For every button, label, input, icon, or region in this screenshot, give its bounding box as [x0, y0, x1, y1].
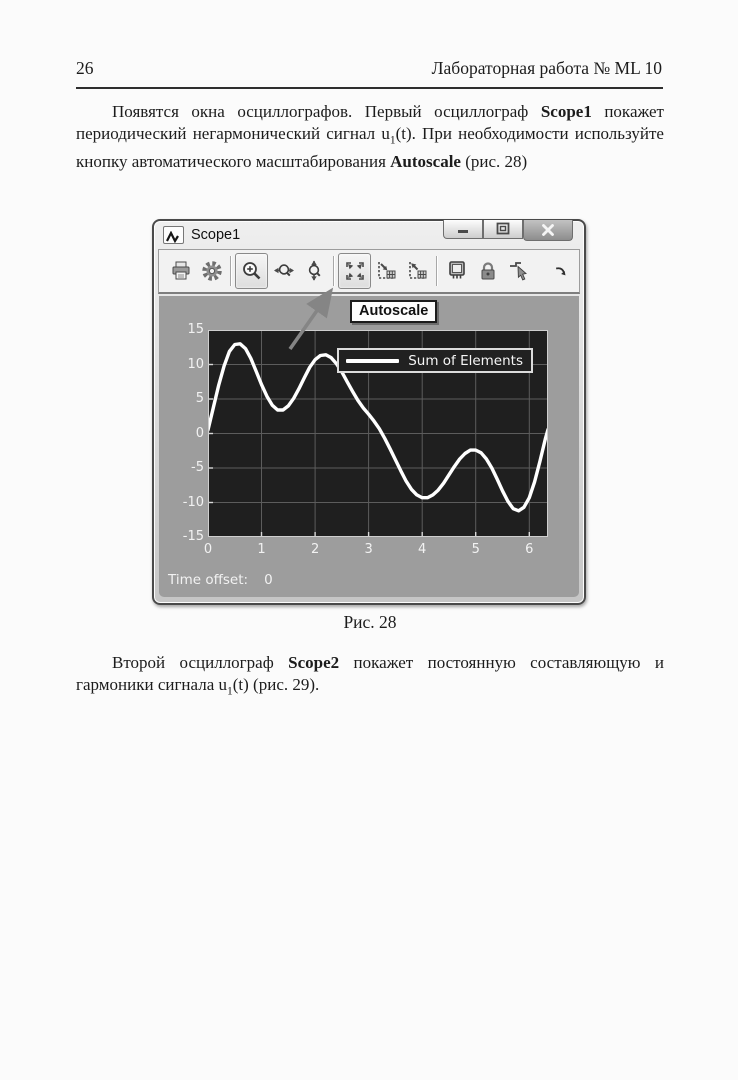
y-tick-label: 0 — [195, 425, 204, 441]
paragraph-intro: Появятся окна осциллографов. Первый осци… — [76, 101, 664, 173]
autoscale-tooltip: Autoscale — [350, 300, 438, 323]
page-header: 26 Лабораторная работа № ML 10 — [76, 58, 662, 82]
text-run: покажет периодический негармонический си… — [76, 102, 664, 143]
text-run: Второй осциллограф — [112, 653, 289, 672]
x-tick-label: 6 — [525, 542, 534, 557]
time-offset-value: 0 — [264, 572, 273, 588]
parameters-button[interactable] — [196, 254, 227, 288]
zoom-icon — [242, 262, 260, 280]
time-offset-label: Time offset: — [168, 572, 249, 588]
lock-button[interactable] — [472, 254, 503, 288]
time-offset-status: Time offset: 0 — [168, 572, 273, 588]
close-icon — [542, 224, 554, 236]
autoscale-icon — [345, 262, 364, 280]
x-tick-label: 2 — [310, 542, 320, 557]
bold-text: Scope2 — [288, 653, 340, 672]
print-icon — [172, 261, 189, 280]
lock-icon — [481, 262, 494, 280]
toolbar-separator — [230, 256, 232, 286]
signal-selector-icon — [509, 262, 527, 281]
signal-trace — [208, 342, 548, 513]
window-controls — [443, 220, 573, 241]
subscript-text: 1 — [227, 685, 233, 698]
minimize-icon — [458, 230, 468, 233]
y-tick-label: 10 — [187, 356, 204, 372]
maximize-button[interactable] — [483, 220, 523, 239]
scope-window: Scope1 Sum of Elements — [152, 219, 586, 605]
y-tick-label: 15 — [187, 322, 204, 337]
text-run: Появятся окна осциллографов. Первый осци… — [112, 102, 541, 121]
bold-text: Scope1 — [540, 102, 592, 121]
y-tick-label: 5 — [195, 391, 204, 406]
zoom-x-button[interactable] — [268, 254, 299, 288]
save-axes-icon — [377, 262, 395, 279]
toolbar-separator — [333, 256, 335, 286]
legend-line-sample — [346, 358, 400, 363]
maximize-icon — [496, 222, 510, 235]
overflow-icon — [555, 267, 566, 276]
print-button[interactable] — [165, 254, 196, 288]
close-button[interactable] — [523, 220, 573, 241]
scope-app-icon — [163, 226, 184, 244]
scope-toolbar — [158, 249, 580, 294]
y-tick-label: -10 — [182, 494, 204, 510]
scope-client-area: Sum of Elements Time offset: 0 Autoscale … — [159, 296, 579, 597]
header-rule — [76, 87, 663, 89]
zoom-x-icon — [273, 264, 294, 277]
legend-label: Sum of Elements — [408, 352, 523, 369]
x-tick-label: 3 — [364, 542, 373, 557]
floating-scope-button[interactable] — [441, 254, 472, 288]
signal-selector-button[interactable] — [503, 254, 534, 288]
restore-axes-button[interactable] — [402, 254, 433, 288]
floating-scope-icon — [448, 261, 465, 279]
restore-axes-icon — [408, 262, 426, 279]
save-axes-button[interactable] — [371, 254, 402, 288]
text-run: (рис. 28) — [460, 152, 528, 172]
x-tick-label: 5 — [471, 542, 480, 557]
text-run: (t) (рис. 29). — [232, 675, 320, 694]
x-tick-label: 0 — [203, 542, 213, 557]
x-tick-label: 4 — [418, 542, 427, 557]
toolbar-overflow-button[interactable] — [549, 254, 575, 288]
window-titlebar[interactable]: Scope1 — [154, 220, 584, 249]
y-tick-label: -5 — [191, 460, 204, 475]
legend: Sum of Elements — [337, 348, 533, 373]
window-title: Scope1 — [191, 227, 241, 243]
parameters-icon — [201, 261, 222, 281]
y-tick-label: -15 — [182, 529, 204, 544]
figure-caption: Рис. 28 — [343, 612, 397, 632]
zoom-y-icon — [308, 260, 321, 281]
header-title: Лабораторная работа № ML 10 — [431, 58, 662, 78]
zoom-button[interactable] — [235, 253, 268, 289]
page-number: 26 — [76, 58, 94, 78]
bold-text: Autoscale — [390, 152, 461, 172]
minimize-button[interactable] — [443, 220, 483, 239]
x-tick-label: 1 — [257, 542, 266, 557]
paragraph-scope2: Второй осциллограф Scope2 покажет постоя… — [76, 652, 664, 702]
subscript-text: 1 — [389, 134, 396, 147]
zoom-y-button[interactable] — [299, 254, 330, 288]
text-run: покажет постоянную составляющую и гармон… — [76, 653, 664, 694]
toolbar-separator — [436, 256, 438, 286]
scope-plot[interactable]: Sum of Elements — [208, 330, 548, 537]
autoscale-button[interactable] — [338, 253, 371, 289]
text-run: (t). При необходимости используйте кнопк… — [76, 124, 664, 172]
